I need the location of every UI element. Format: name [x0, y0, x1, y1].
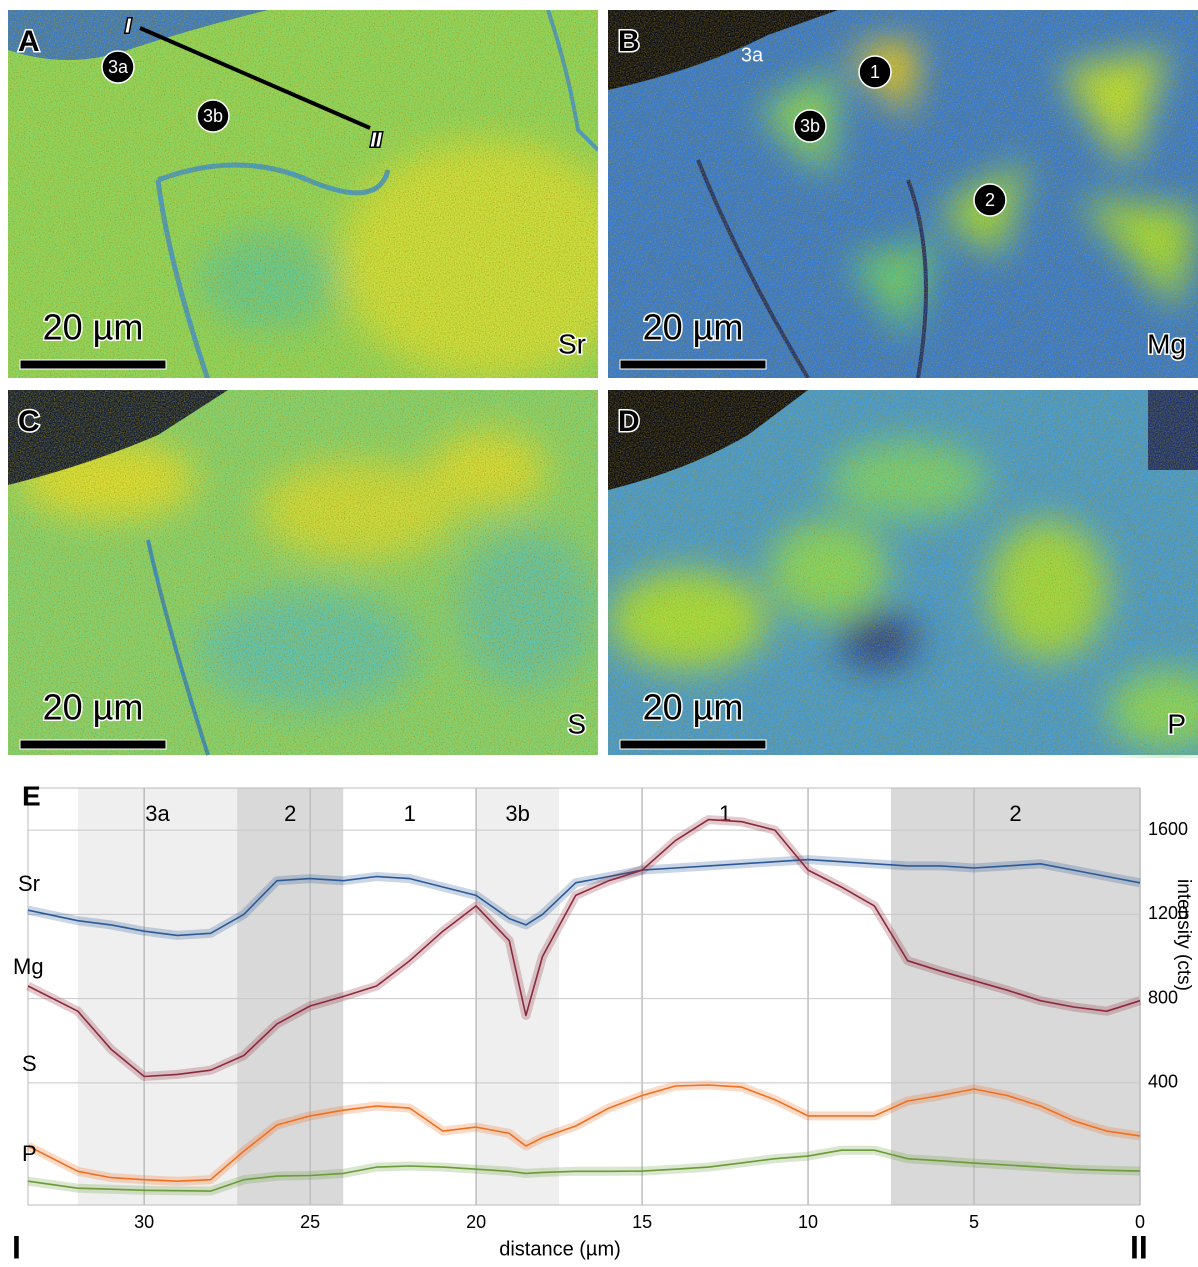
marker-circle: [196, 99, 230, 133]
line: [27, 1084, 1141, 1182]
panel-letter: A: [18, 25, 40, 58]
region: [237, 788, 344, 1205]
x-tick-label: 20: [466, 1212, 486, 1232]
y-tick-label: 1600: [1148, 819, 1188, 839]
scale-bar: [619, 739, 767, 750]
marker-label: II: [370, 129, 382, 151]
x-axis-label: distance (µm): [499, 1238, 621, 1260]
element-label: S: [567, 708, 586, 739]
region-label: 3a: [145, 801, 170, 826]
marker-circle: [973, 183, 1007, 217]
panel-letter: C: [18, 405, 40, 438]
x-tick-label: 30: [134, 1212, 154, 1232]
element-label: P: [1167, 708, 1186, 739]
marker-circle: [101, 50, 135, 84]
panel-letter: E: [22, 780, 41, 811]
marker-label: 3b: [203, 106, 223, 126]
element-label: Mg: [1147, 328, 1186, 359]
x-tick-label: 15: [632, 1212, 652, 1232]
marker-label: 3a: [741, 44, 764, 66]
series-label: S: [22, 1051, 37, 1076]
map-mg: [608, 10, 1198, 378]
marker-label: 3b: [800, 116, 820, 136]
map-s: [8, 390, 598, 756]
scale-bar: [19, 739, 167, 750]
x-tick-label: 10: [798, 1212, 818, 1232]
region: [476, 788, 560, 1205]
region-label: 1: [719, 801, 731, 826]
marker-circle: [793, 109, 827, 143]
scale-bar: [19, 359, 167, 370]
x-tick-label: 0: [1135, 1212, 1145, 1232]
y-tick-label: 800: [1148, 987, 1178, 1007]
region-label: 3b: [505, 801, 529, 826]
region-label: 2: [284, 801, 296, 826]
marker-label: 1: [870, 62, 880, 82]
panel-letter: D: [618, 405, 640, 438]
plot-frame: [27, 787, 1141, 1206]
marker-circle: [858, 55, 892, 89]
panel-letter: B: [618, 25, 640, 58]
x-tick-label: 25: [300, 1212, 320, 1232]
line-scan: [139, 26, 371, 130]
marker-label: 3a: [108, 57, 129, 77]
y-tick-label: 1200: [1148, 903, 1188, 923]
scale-bar-label: 20 µm: [43, 687, 144, 728]
end-label: II: [1130, 1229, 1148, 1265]
region: [77, 788, 238, 1205]
region-label: 1: [404, 801, 416, 826]
series-label: P: [22, 1141, 37, 1166]
line: [27, 1149, 1141, 1192]
scale-bar: [619, 359, 767, 370]
series-label: Mg: [13, 954, 44, 979]
scale-bar-label: 20 µm: [643, 307, 744, 348]
line: [27, 818, 1141, 1078]
marker-label: 2: [985, 190, 995, 210]
y-axis-label: intensity (cts): [1173, 879, 1194, 991]
scale-bar-label: 20 µm: [43, 307, 144, 348]
map-sr: [8, 10, 598, 378]
line: [27, 858, 1141, 937]
start-label: I: [12, 1229, 21, 1265]
scale-bar-label: 20 µm: [643, 687, 744, 728]
map-p: [608, 390, 1198, 755]
element-label: Sr: [558, 328, 586, 359]
region: [559, 788, 892, 1205]
region: [343, 788, 477, 1205]
marker-label: I: [125, 15, 131, 37]
series-label: Sr: [18, 871, 40, 896]
y-tick-label: 400: [1148, 1072, 1178, 1092]
x-tick-label: 5: [969, 1212, 979, 1232]
region-label: 2: [1009, 801, 1021, 826]
region: [891, 788, 1140, 1205]
